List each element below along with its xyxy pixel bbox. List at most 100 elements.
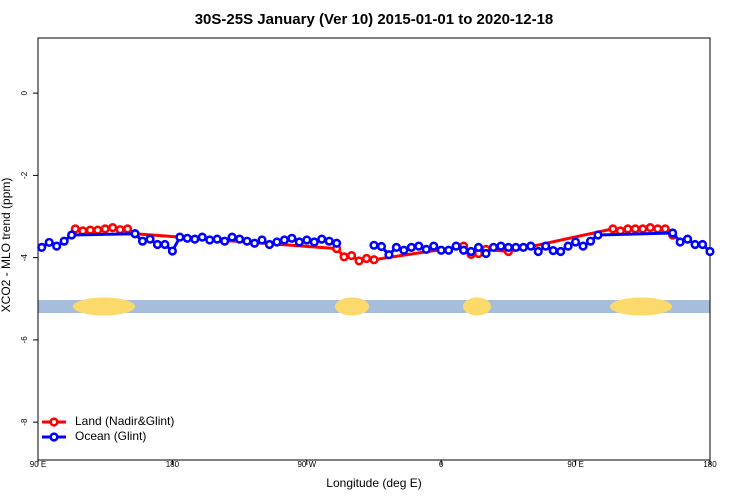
data-point [481, 248, 491, 259]
data-point [182, 233, 192, 243]
data-point [369, 240, 379, 250]
data-point [623, 224, 633, 234]
x-tick-label: 90 E [567, 460, 583, 469]
x-axis-label: Longitude (deg E) [326, 476, 421, 490]
data-point [167, 246, 177, 256]
x-tick-label: 90 W [297, 460, 316, 469]
data-point [451, 241, 461, 251]
legend-marker [49, 417, 59, 427]
data-point [436, 245, 446, 255]
data-point [675, 237, 685, 247]
data-point [220, 236, 230, 246]
data-point [264, 239, 275, 250]
data-point [444, 245, 454, 255]
data-point [78, 226, 88, 236]
legend: Land (Nadir&Glint)Ocean (Glint) [42, 414, 174, 443]
data-point [190, 234, 200, 244]
data-point [152, 239, 163, 250]
data-point [160, 239, 170, 250]
data-point [59, 236, 69, 246]
data-point [287, 233, 297, 243]
data-point [130, 229, 140, 239]
land-patch [610, 297, 672, 316]
data-point [85, 225, 95, 235]
data-point [354, 256, 364, 266]
data-point [115, 225, 125, 235]
data-point [235, 234, 245, 244]
legend-marker [49, 432, 59, 442]
land-patch [335, 297, 369, 316]
data-point [503, 242, 514, 252]
data-point [272, 237, 282, 247]
data-point [488, 242, 499, 252]
data-point [309, 237, 319, 247]
data-point [608, 224, 618, 234]
data-point [294, 237, 304, 247]
data-point [645, 223, 655, 233]
y-tick-label: 0 [20, 90, 29, 95]
data-point [548, 246, 558, 256]
data-point [66, 230, 77, 240]
data-point [406, 242, 416, 252]
x-tick-label: 180 [703, 460, 717, 469]
data-point [496, 241, 506, 251]
data-point [175, 232, 185, 242]
data-point [429, 241, 439, 251]
data-point [376, 241, 387, 252]
data-point [570, 237, 581, 247]
data-point [361, 253, 372, 264]
data-point [100, 224, 110, 234]
data-point [414, 241, 424, 251]
data-point [399, 245, 409, 255]
data-point [705, 246, 715, 257]
data-point [197, 232, 207, 242]
data-point [668, 228, 678, 238]
land-patch [463, 297, 491, 316]
legend-label: Ocean (Glint) [75, 429, 146, 443]
y-tick-label: -6 [20, 336, 29, 344]
data-point [52, 241, 62, 251]
data-point [70, 224, 80, 234]
data-point [533, 246, 543, 257]
data-point [242, 236, 252, 246]
y-tick-label: -8 [20, 418, 29, 426]
x-tick-label: 180 [166, 460, 180, 469]
data-point [205, 235, 215, 245]
data-point [421, 244, 431, 255]
x-tick-label: 0 [439, 460, 444, 469]
y-axis-label: XCO2 - MLO trend (ppm) [0, 178, 13, 313]
data-point [660, 224, 670, 234]
data-point [473, 242, 484, 252]
data-point [145, 234, 155, 244]
data-point [585, 236, 596, 246]
data-point [541, 241, 551, 251]
data-point [339, 252, 349, 262]
y-tick-label: -4 [20, 254, 29, 262]
data-point [638, 224, 648, 234]
y-tick-label: -2 [20, 171, 29, 179]
data-point [369, 255, 379, 265]
data-point [302, 235, 312, 245]
data-point [391, 242, 402, 252]
data-point [690, 239, 700, 250]
land-mask-band [38, 297, 710, 316]
data-point [526, 241, 536, 251]
data-point [324, 236, 334, 246]
data-point [347, 250, 357, 261]
data-point [332, 238, 342, 248]
data-point [212, 234, 222, 244]
data-point [511, 242, 521, 252]
data-point [556, 246, 566, 257]
chart-title: 30S-25S January (Ver 10) 2015-01-01 to 2… [195, 11, 554, 28]
data-point [653, 224, 663, 234]
data-point [122, 224, 133, 234]
legend-label: Land (Nadir&Glint) [75, 414, 174, 428]
data-point [466, 246, 476, 257]
data-point [697, 239, 708, 250]
x-tick-label: 90 E [30, 460, 46, 469]
data-point [93, 225, 103, 235]
data-point [518, 242, 528, 252]
data-point [249, 238, 260, 248]
data-point [593, 230, 603, 240]
data-point [578, 241, 588, 251]
